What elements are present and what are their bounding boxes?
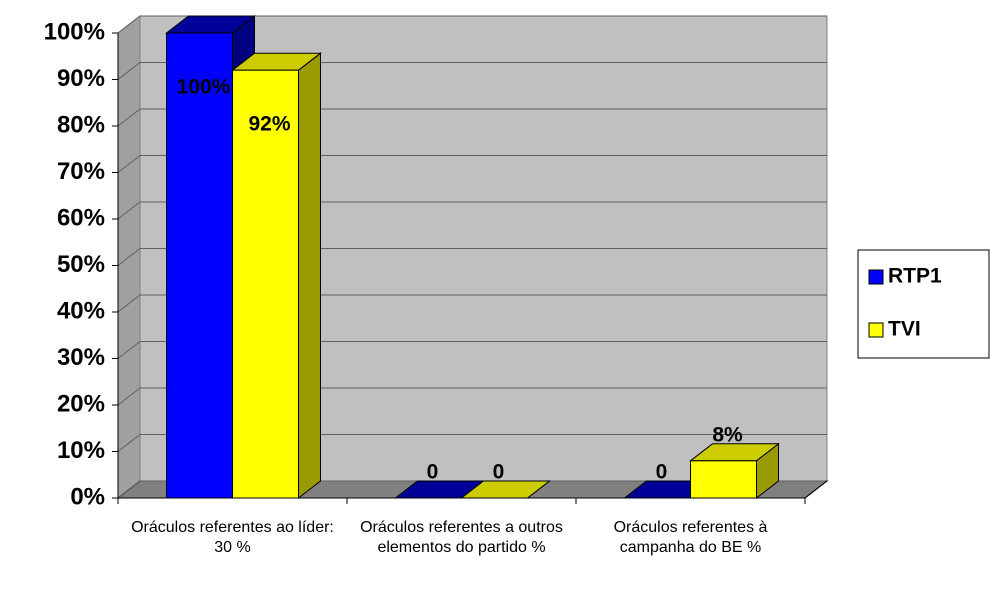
data-label: 100% [177, 76, 231, 99]
grid-line [117, 62, 141, 80]
y-tick-label: 30% [57, 344, 105, 371]
grid-line [117, 480, 141, 499]
data-label: 0 [656, 461, 668, 484]
bar [690, 460, 757, 499]
y-tick-label: 100% [44, 18, 105, 45]
x-tick-label: Oráculos referentes a outros elementos d… [360, 519, 563, 556]
legend-label: RTP1 [888, 265, 942, 288]
x-axis-depth [804, 480, 828, 499]
y-tick-label: 50% [57, 251, 105, 278]
data-label: 0 [493, 461, 505, 484]
data-label: 8% [712, 423, 743, 446]
legend-marker [868, 322, 884, 338]
y-tick-label: 20% [57, 390, 105, 417]
data-label: 0 [427, 461, 439, 484]
grid-line [117, 201, 141, 220]
grid-line [117, 434, 141, 452]
grid-line [117, 387, 141, 406]
grid-line [117, 294, 141, 313]
grid-line [117, 341, 141, 359]
y-tick-label: 90% [57, 65, 105, 92]
grid-line [117, 155, 141, 173]
y-tick-label: 60% [57, 204, 105, 231]
y-tick-label: 70% [57, 158, 105, 185]
data-label: 92% [248, 113, 290, 136]
y-tick-label: 80% [57, 111, 105, 138]
grid-line [117, 15, 141, 34]
x-tick-label: Oráculos referentes à campanha do BE % [613, 519, 768, 556]
y-tick-label: 40% [57, 297, 105, 324]
bar-top [460, 480, 551, 499]
y-tick-label: 0% [70, 483, 105, 510]
bar-side [298, 52, 321, 500]
grid-line [117, 108, 141, 127]
grid-line [117, 248, 141, 266]
bar [232, 69, 299, 499]
bar [166, 32, 233, 499]
legend-label: TVI [888, 318, 921, 341]
legend-box [857, 249, 990, 359]
x-tick-label: Oráculos referentes ao líder: 30 % [131, 519, 334, 556]
legend-marker [868, 269, 884, 285]
y-tick-label: 10% [57, 437, 105, 464]
